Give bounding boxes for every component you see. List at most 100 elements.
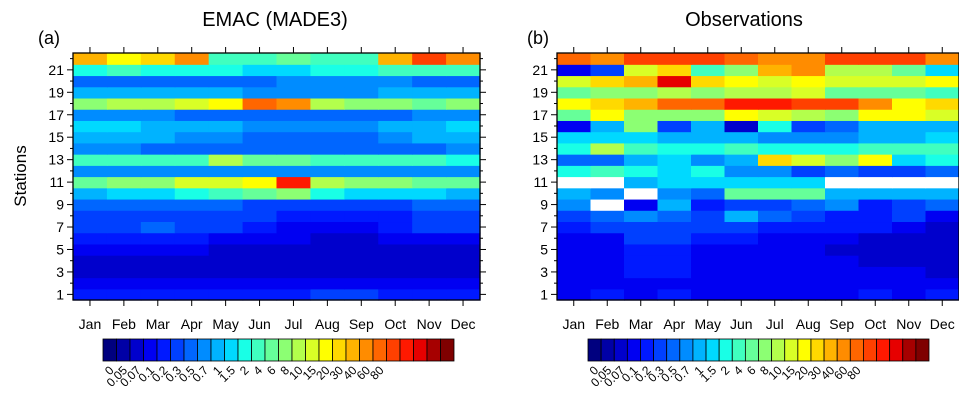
y-tick-label: 19 — [532, 84, 548, 100]
heatmap-cell — [925, 75, 959, 88]
y-tick-label: 13 — [48, 152, 64, 168]
colorbar-swatch — [413, 338, 428, 362]
heatmap-cell — [446, 97, 481, 110]
heatmap-cell — [791, 64, 826, 77]
colorbar-swatch — [587, 338, 602, 362]
heatmap-cell — [657, 64, 692, 77]
heatmap-cell — [446, 120, 481, 133]
colorbar-swatch — [251, 338, 266, 362]
heatmap-cell — [242, 187, 278, 200]
heatmap-cell — [858, 154, 893, 166]
heatmap-cell — [73, 210, 108, 223]
heatmap-cell — [657, 277, 692, 290]
heatmap-cell — [208, 243, 244, 256]
heatmap-cell — [242, 266, 278, 279]
heatmap-cell — [724, 176, 759, 189]
heatmap-cell — [691, 86, 726, 99]
y-tick-label: 3 — [540, 264, 548, 280]
heatmap-cell — [310, 288, 345, 301]
heatmap-cell — [73, 198, 108, 211]
heatmap-cell — [140, 165, 176, 178]
heatmap-cell — [344, 120, 379, 133]
heatmap-cell — [412, 243, 447, 256]
heatmap-cell — [276, 198, 312, 211]
heatmap-cell — [724, 288, 759, 301]
heatmap-cell — [691, 131, 726, 144]
heatmap-cell — [590, 255, 625, 267]
heatmap-cell — [140, 266, 176, 279]
plot-frame — [556, 52, 959, 301]
heatmap-cell — [858, 131, 893, 144]
heatmap-cell — [590, 288, 625, 301]
heatmap-cell — [825, 75, 860, 88]
heatmap-cell — [590, 75, 625, 88]
heatmap-cell — [724, 142, 759, 155]
heatmap-cell — [378, 142, 413, 155]
heatmap-cell — [276, 288, 312, 301]
heatmap-cell — [242, 277, 278, 290]
y-tick-label: 21 — [532, 62, 548, 78]
heatmap-cell — [310, 165, 345, 178]
heatmap-cell — [174, 187, 210, 200]
y-tick-label: 11 — [49, 174, 64, 190]
heatmap-cell — [310, 131, 345, 144]
heatmap-cell — [276, 165, 312, 178]
heatmap-cell — [310, 109, 345, 121]
heatmap-cell — [378, 165, 413, 178]
heatmap-cell — [557, 255, 592, 267]
y-tick-label: 11 — [533, 174, 548, 190]
heatmap-cell — [276, 255, 312, 267]
x-tick-label: Jan — [79, 316, 102, 332]
heatmap-cell — [892, 165, 927, 178]
heatmap-cell — [310, 53, 345, 65]
heatmap-cell — [825, 165, 860, 178]
heatmap-cell — [624, 97, 659, 110]
heatmap-cell — [208, 210, 244, 223]
x-tick-label: Mar — [629, 316, 653, 332]
heatmap-cell — [758, 221, 793, 234]
heatmap-cell — [344, 131, 379, 144]
heatmap-cell — [412, 142, 447, 155]
heatmap-cell — [73, 131, 108, 144]
heatmap-cell — [174, 255, 210, 267]
colorbar-swatch — [902, 338, 917, 362]
heatmap-cell — [446, 64, 481, 77]
heatmap-cell — [825, 277, 860, 290]
heatmap-cell — [858, 97, 893, 110]
heatmap-cell — [208, 266, 244, 279]
heatmap-cell — [378, 109, 413, 121]
y-tick-label: 5 — [56, 241, 64, 257]
heatmap-cell — [657, 243, 692, 256]
heatmap-cell — [557, 53, 592, 65]
heatmap-cell — [657, 109, 692, 121]
colorbar-swatch — [332, 338, 347, 362]
colorbar-label: 6 — [264, 363, 279, 378]
colorbar-swatch — [129, 338, 144, 362]
heatmap-cell — [412, 154, 447, 166]
heatmap-cell — [758, 53, 793, 65]
heatmap-cell — [925, 288, 959, 301]
heatmap-cell — [892, 64, 927, 77]
heatmap-cell — [624, 243, 659, 256]
panel-b-label: (b) — [527, 28, 549, 48]
heatmap-cell — [892, 210, 927, 223]
heatmap-cell — [242, 64, 278, 77]
heatmap-cell — [344, 86, 379, 99]
heatmap-cell — [657, 198, 692, 211]
heatmap-cell — [310, 187, 345, 200]
heatmap-cell — [276, 232, 312, 245]
heatmap-cell — [73, 266, 108, 279]
colorbar-swatch — [102, 338, 117, 362]
heatmap-cell — [378, 97, 413, 110]
heatmap-cell — [73, 255, 108, 267]
heatmap-cell — [208, 120, 244, 133]
heatmap-cell — [557, 266, 592, 279]
heatmap-cell — [892, 288, 927, 301]
x-tick-label: Jun — [248, 316, 271, 332]
heatmap-cell — [858, 53, 893, 65]
heatmap-cell — [691, 198, 726, 211]
heatmap-cell — [691, 142, 726, 155]
heatmap-cell — [73, 288, 108, 301]
heatmap-cell — [925, 53, 959, 65]
